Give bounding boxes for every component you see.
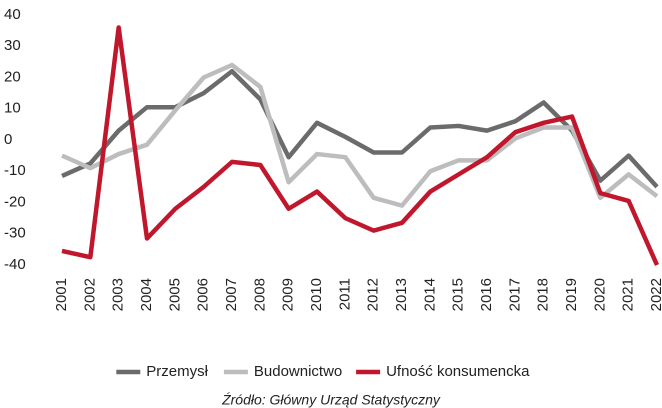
y-tick-label: 30	[4, 37, 21, 54]
legend-label: Ufność konsumencka	[386, 363, 530, 380]
series-line	[61, 25, 660, 266]
source: Źródło: Główny Urząd Statystyczny	[221, 392, 441, 408]
x-tick-label: 2001	[53, 278, 70, 311]
x-tick-label: 2009	[280, 278, 297, 311]
x-tick-label: 2002	[81, 278, 98, 311]
legend-label: Przemysł	[146, 363, 208, 380]
y-tick-label: -40	[4, 256, 26, 273]
x-tick-label: 2008	[251, 278, 268, 311]
x-tick-label: 2015	[450, 278, 467, 311]
x-tick-label: 2019	[563, 278, 580, 311]
x-tick-label: 2013	[393, 278, 410, 311]
y-tick-label: 40	[4, 6, 21, 23]
x-tick-label: 2005	[166, 278, 183, 311]
x-tick-label: 2020	[591, 278, 608, 311]
y-tick-label: 10	[4, 100, 21, 117]
x-tick-label: 2018	[535, 278, 552, 311]
x-tick-label: 2014	[421, 278, 438, 311]
y-tick-label: -20	[4, 193, 26, 210]
series-line	[61, 62, 659, 208]
x-tick-label: 2004	[138, 278, 155, 311]
x-tick-label: 2006	[195, 278, 212, 311]
x-tick-label: 2022	[648, 278, 662, 311]
y-tick-label: 20	[4, 68, 21, 85]
x-tick-label: 2012	[365, 278, 382, 311]
series-line	[61, 69, 659, 189]
x-tick-label: 2021	[620, 278, 637, 311]
y-tick-label: -30	[4, 225, 26, 242]
legend-label: Budownictwo	[254, 363, 342, 380]
x-tick-label: 2007	[223, 278, 240, 311]
x-tick-label: 2010	[308, 278, 325, 311]
x-tick-label: 2003	[110, 278, 127, 311]
y-tick-label: 0	[4, 131, 12, 148]
y-tick-label: -10	[4, 162, 26, 179]
x-tick-label: 2011	[336, 278, 353, 310]
x-tick-label: 2017	[506, 278, 523, 311]
x-tick-label: 2016	[478, 278, 495, 311]
